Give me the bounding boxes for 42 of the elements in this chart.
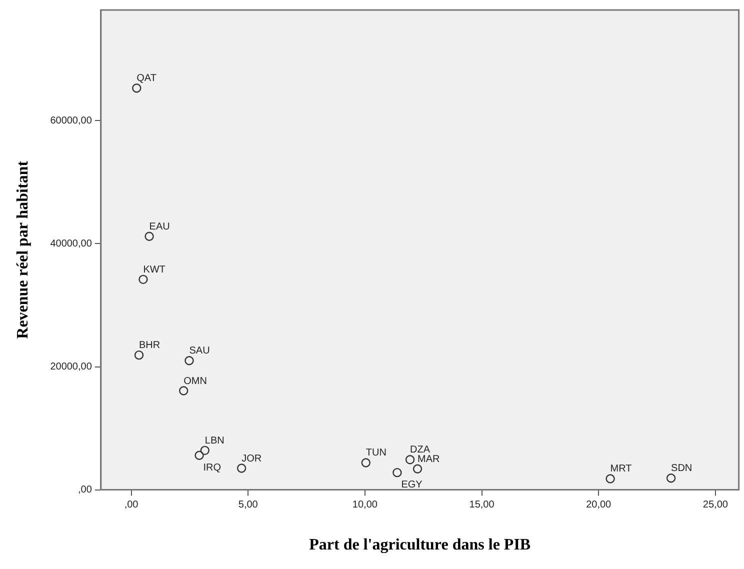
x-tick-label: 5,00 <box>238 500 258 511</box>
y-tick-label: 40000,00 <box>50 238 92 250</box>
annotation: IRQ <box>203 462 222 474</box>
annotation: TUN <box>366 448 386 459</box>
annotation: DZA <box>410 444 430 456</box>
x-tick-label: 15,00 <box>469 500 495 511</box>
point <box>134 350 144 360</box>
annotation: MRT <box>610 464 632 475</box>
point <box>200 446 210 456</box>
x-tick-label: 25,00 <box>702 500 728 511</box>
point <box>412 464 422 474</box>
x-tick-label: 10,00 <box>352 500 378 511</box>
annotation: BHR <box>138 340 160 352</box>
x-axis-title: Part de l'agriculture dans le PIB <box>309 536 531 554</box>
y-tick-label: ,00 <box>78 484 92 496</box>
annotation: EAU <box>149 221 170 232</box>
point <box>392 468 402 478</box>
point <box>179 386 188 396</box>
annotation: QAT <box>136 73 156 84</box>
point <box>132 84 142 93</box>
point <box>606 474 615 484</box>
annotation: MAR <box>418 454 440 465</box>
annotation: KWT <box>143 264 166 276</box>
point <box>194 450 204 460</box>
point <box>361 458 370 468</box>
y-axis-title: Revenue réel par habitant <box>14 160 32 339</box>
point <box>138 274 148 284</box>
y-tick-label: 20000,00 <box>50 362 92 373</box>
point <box>236 464 246 473</box>
point <box>184 356 194 366</box>
point <box>666 474 676 483</box>
point <box>144 232 154 241</box>
annotation: LBN <box>204 435 224 446</box>
x-tick-label: ,00 <box>124 500 139 511</box>
annotation: JOR <box>242 453 262 464</box>
annotation: SAU <box>189 346 210 357</box>
x-tick-label: 20,00 <box>586 500 612 511</box>
annotation: OMN <box>184 376 207 387</box>
y-tick-label: 60000,00 <box>50 115 92 126</box>
annotation: SDN <box>671 463 692 474</box>
point <box>405 455 415 464</box>
annotation: EGY <box>401 480 423 491</box>
